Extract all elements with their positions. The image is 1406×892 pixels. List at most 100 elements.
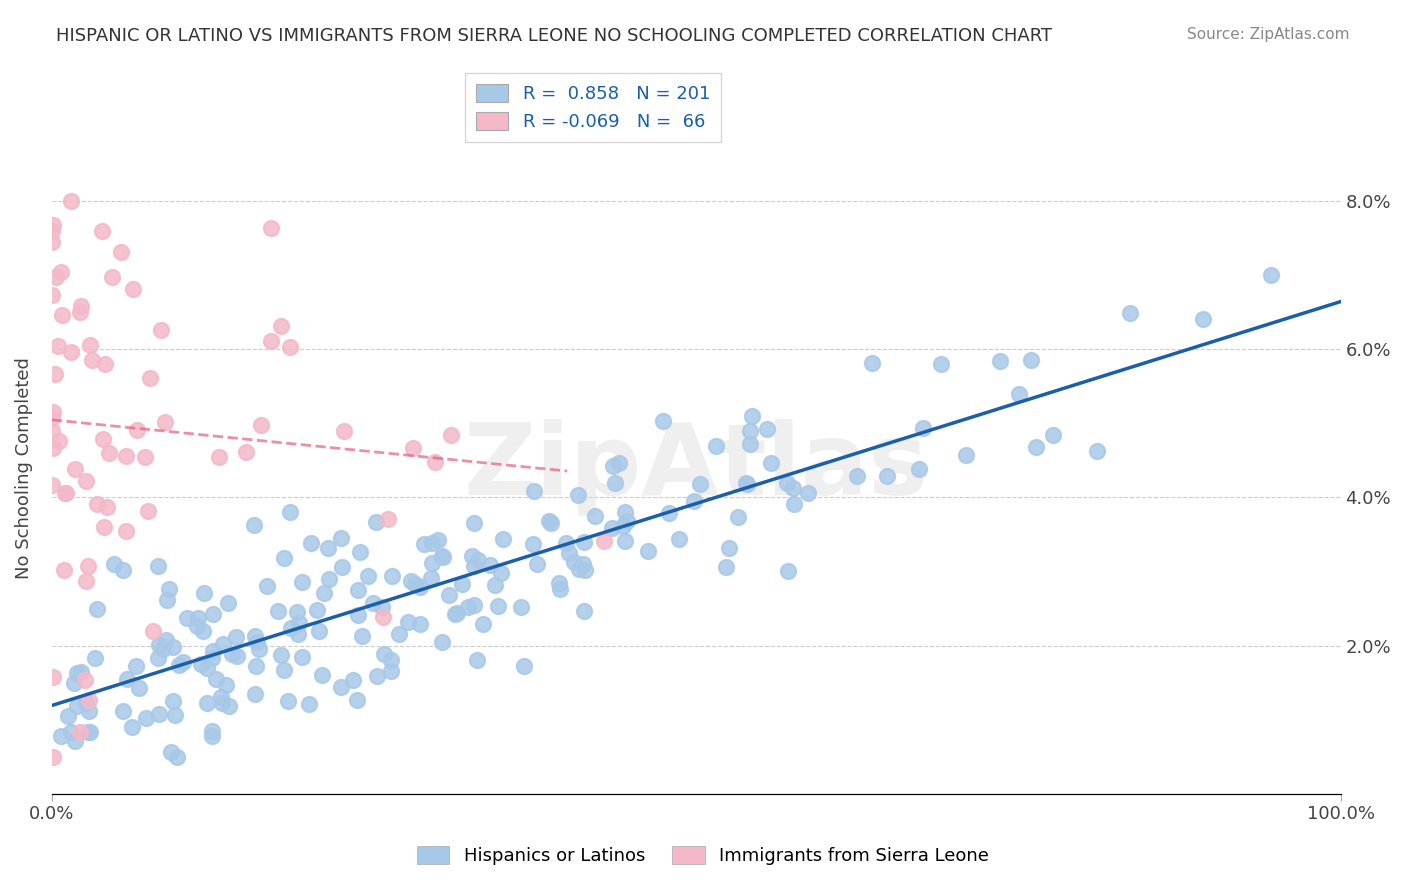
Text: ZipAtlas: ZipAtlas bbox=[464, 419, 928, 516]
Point bbox=[558, 546, 581, 560]
Point bbox=[148, 559, 170, 574]
Point bbox=[347, 583, 370, 598]
Point bbox=[41, 288, 63, 302]
Point bbox=[41, 224, 63, 238]
Point bbox=[242, 517, 264, 532]
Point bbox=[682, 494, 704, 508]
Point bbox=[218, 698, 240, 713]
Point bbox=[142, 624, 165, 639]
Point bbox=[352, 629, 374, 643]
Point bbox=[156, 593, 179, 607]
Point bbox=[125, 423, 148, 437]
Point bbox=[510, 599, 533, 614]
Point bbox=[195, 696, 218, 710]
Point bbox=[550, 582, 572, 597]
Point bbox=[101, 269, 124, 284]
Point bbox=[380, 653, 402, 667]
Point bbox=[738, 437, 761, 451]
Point bbox=[195, 661, 218, 675]
Point bbox=[208, 450, 231, 465]
Point bbox=[463, 559, 485, 574]
Point bbox=[167, 658, 190, 673]
Point bbox=[149, 323, 172, 337]
Point bbox=[547, 575, 569, 590]
Point bbox=[301, 535, 323, 549]
Point bbox=[388, 627, 411, 641]
Point bbox=[718, 541, 741, 555]
Point bbox=[209, 690, 232, 705]
Point bbox=[1008, 387, 1031, 401]
Point bbox=[247, 641, 270, 656]
Point bbox=[273, 550, 295, 565]
Point bbox=[134, 450, 156, 465]
Point bbox=[540, 516, 562, 530]
Point bbox=[277, 694, 299, 708]
Point bbox=[714, 559, 737, 574]
Point bbox=[69, 304, 91, 318]
Point bbox=[432, 549, 454, 564]
Point bbox=[366, 669, 388, 683]
Point bbox=[115, 524, 138, 539]
Point bbox=[245, 687, 267, 701]
Point bbox=[467, 552, 489, 566]
Point bbox=[291, 650, 314, 665]
Point bbox=[600, 521, 623, 535]
Point bbox=[349, 545, 371, 559]
Point bbox=[955, 448, 977, 462]
Point bbox=[260, 334, 283, 349]
Point bbox=[479, 558, 502, 573]
Point bbox=[538, 514, 561, 528]
Text: Source: ZipAtlas.com: Source: ZipAtlas.com bbox=[1187, 27, 1350, 42]
Point bbox=[59, 345, 82, 359]
Point bbox=[689, 477, 711, 491]
Point bbox=[270, 319, 292, 334]
Point bbox=[63, 462, 86, 476]
Point bbox=[381, 569, 404, 583]
Point bbox=[574, 563, 596, 577]
Point bbox=[413, 537, 436, 551]
Point bbox=[69, 725, 91, 739]
Point bbox=[41, 411, 63, 425]
Point bbox=[135, 711, 157, 725]
Point bbox=[460, 549, 482, 563]
Point bbox=[217, 596, 239, 610]
Point bbox=[738, 424, 761, 438]
Point bbox=[63, 734, 86, 748]
Point bbox=[45, 270, 67, 285]
Point bbox=[513, 658, 536, 673]
Point bbox=[291, 575, 314, 590]
Point bbox=[91, 432, 114, 446]
Point bbox=[121, 282, 143, 296]
Point bbox=[79, 724, 101, 739]
Point bbox=[346, 608, 368, 623]
Point bbox=[668, 532, 690, 546]
Point bbox=[457, 599, 479, 614]
Point bbox=[49, 729, 72, 743]
Point bbox=[66, 665, 89, 680]
Point bbox=[250, 417, 273, 432]
Point bbox=[69, 665, 91, 680]
Point bbox=[523, 483, 546, 498]
Point bbox=[1042, 427, 1064, 442]
Point bbox=[583, 509, 606, 524]
Point bbox=[41, 478, 63, 492]
Point bbox=[42, 218, 65, 232]
Point bbox=[97, 446, 120, 460]
Point bbox=[988, 354, 1011, 368]
Point bbox=[404, 577, 426, 591]
Point bbox=[735, 476, 758, 491]
Point bbox=[318, 541, 340, 555]
Point bbox=[245, 658, 267, 673]
Point bbox=[59, 194, 82, 209]
Point bbox=[288, 616, 311, 631]
Point bbox=[41, 425, 63, 439]
Point bbox=[51, 265, 73, 279]
Point bbox=[1119, 306, 1142, 320]
Point bbox=[94, 357, 117, 371]
Point bbox=[84, 651, 107, 665]
Point bbox=[776, 564, 799, 578]
Point bbox=[75, 475, 97, 489]
Point bbox=[53, 564, 76, 578]
Point bbox=[243, 629, 266, 643]
Point bbox=[613, 505, 636, 519]
